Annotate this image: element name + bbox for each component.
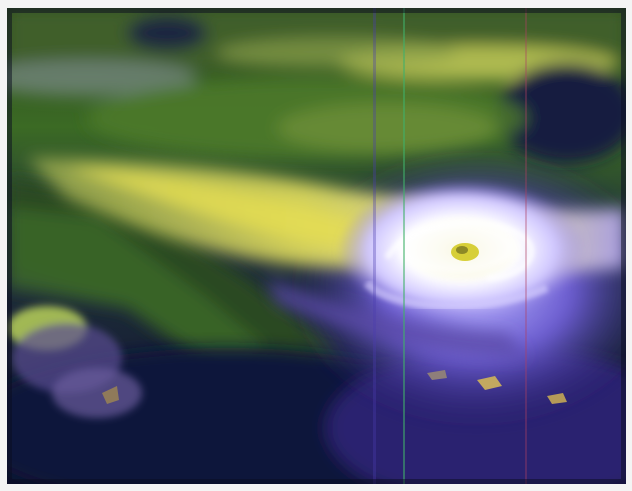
hurricane-eye-region — [337, 180, 587, 320]
southwest-clouds — [7, 306, 142, 418]
satellite-photo — [7, 8, 626, 484]
islands — [102, 370, 567, 404]
northern-landmass — [7, 8, 626, 163]
satellite-scene — [7, 8, 626, 484]
scan-line-red — [525, 8, 527, 484]
scan-line-blue — [373, 8, 376, 484]
scan-line-green — [403, 8, 405, 484]
